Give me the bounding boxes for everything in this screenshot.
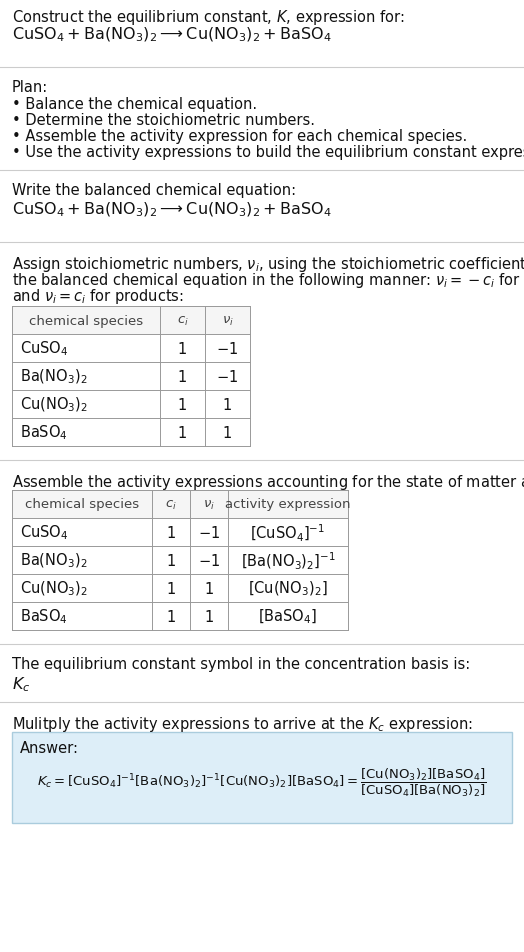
Text: and $\nu_i = c_i$ for products:: and $\nu_i = c_i$ for products: xyxy=(12,287,184,306)
Text: $c_i$: $c_i$ xyxy=(165,498,177,511)
Text: The equilibrium constant symbol in the concentration basis is:: The equilibrium constant symbol in the c… xyxy=(12,656,470,671)
Text: Write the balanced chemical equation:: Write the balanced chemical equation: xyxy=(12,183,296,198)
Text: $\mathrm{CuSO_4 + Ba(NO_3)_2 \longrightarrow Cu(NO_3)_2 + BaSO_4}$: $\mathrm{CuSO_4 + Ba(NO_3)_2 \longrighta… xyxy=(12,26,332,45)
Text: $\mathrm{CuSO_4}$: $\mathrm{CuSO_4}$ xyxy=(20,523,68,542)
Text: $\nu_i$: $\nu_i$ xyxy=(222,314,234,327)
Bar xyxy=(12,307,250,335)
Text: $-1$: $-1$ xyxy=(216,341,238,357)
Text: $[\mathrm{Cu(NO_3)_2}]$: $[\mathrm{Cu(NO_3)_2}]$ xyxy=(248,579,328,598)
Text: 1: 1 xyxy=(167,553,176,568)
Text: 1: 1 xyxy=(167,525,176,540)
Text: Answer:: Answer: xyxy=(20,741,79,755)
Text: $[\mathrm{Ba(NO_3)_2}]^{-1}$: $[\mathrm{Ba(NO_3)_2}]^{-1}$ xyxy=(241,550,335,571)
Text: • Use the activity expressions to build the equilibrium constant expression.: • Use the activity expressions to build … xyxy=(12,145,524,160)
FancyBboxPatch shape xyxy=(12,732,512,823)
Text: 1: 1 xyxy=(167,609,176,624)
Text: $-1$: $-1$ xyxy=(198,552,220,568)
Text: $-1$: $-1$ xyxy=(198,525,220,541)
Text: 1: 1 xyxy=(178,397,187,412)
Text: chemical species: chemical species xyxy=(25,498,139,511)
Text: • Determine the stoichiometric numbers.: • Determine the stoichiometric numbers. xyxy=(12,113,315,128)
Text: activity expression: activity expression xyxy=(225,498,351,511)
Text: Assemble the activity expressions accounting for the state of matter and $\nu_i$: Assemble the activity expressions accoun… xyxy=(12,472,524,491)
Text: 1: 1 xyxy=(178,425,187,440)
Text: 1: 1 xyxy=(167,581,176,596)
Text: $-1$: $-1$ xyxy=(216,368,238,385)
Text: Mulitply the activity expressions to arrive at the $K_c$ expression:: Mulitply the activity expressions to arr… xyxy=(12,714,473,733)
Text: 1: 1 xyxy=(223,397,232,412)
Text: • Balance the chemical equation.: • Balance the chemical equation. xyxy=(12,97,257,112)
Text: $\mathrm{Ba(NO_3)_2}$: $\mathrm{Ba(NO_3)_2}$ xyxy=(20,551,88,569)
Text: $c_i$: $c_i$ xyxy=(177,314,189,327)
Text: $\mathrm{CuSO_4}$: $\mathrm{CuSO_4}$ xyxy=(20,339,68,358)
Text: $[\mathrm{CuSO_4}]^{-1}$: $[\mathrm{CuSO_4}]^{-1}$ xyxy=(250,522,325,543)
Text: chemical species: chemical species xyxy=(29,314,143,327)
Text: $\mathrm{Cu(NO_3)_2}$: $\mathrm{Cu(NO_3)_2}$ xyxy=(20,579,88,598)
Text: • Assemble the activity expression for each chemical species.: • Assemble the activity expression for e… xyxy=(12,129,467,144)
Text: Assign stoichiometric numbers, $\nu_i$, using the stoichiometric coefficients, $: Assign stoichiometric numbers, $\nu_i$, … xyxy=(12,255,524,274)
Text: $\nu_i$: $\nu_i$ xyxy=(203,498,215,511)
Text: $\mathrm{Ba(NO_3)_2}$: $\mathrm{Ba(NO_3)_2}$ xyxy=(20,367,88,386)
Text: $K_c = [\mathrm{CuSO_4}]^{-1}[\mathrm{Ba(NO_3)_2}]^{-1}[\mathrm{Cu(NO_3)_2}][\ma: $K_c = [\mathrm{CuSO_4}]^{-1}[\mathrm{Ba… xyxy=(37,766,487,799)
Text: $\mathrm{Cu(NO_3)_2}$: $\mathrm{Cu(NO_3)_2}$ xyxy=(20,395,88,414)
Text: the balanced chemical equation in the following manner: $\nu_i = -c_i$ for react: the balanced chemical equation in the fo… xyxy=(12,270,524,289)
Text: Plan:: Plan: xyxy=(12,80,48,95)
Text: 1: 1 xyxy=(178,341,187,356)
Text: 1: 1 xyxy=(204,581,214,596)
Text: $K_c$: $K_c$ xyxy=(12,674,30,693)
Text: $[\mathrm{BaSO_4}]$: $[\mathrm{BaSO_4}]$ xyxy=(258,607,318,625)
Text: 1: 1 xyxy=(178,369,187,384)
Bar xyxy=(12,490,348,630)
Text: $\mathrm{BaSO_4}$: $\mathrm{BaSO_4}$ xyxy=(20,424,68,442)
Bar xyxy=(12,490,348,519)
Text: 1: 1 xyxy=(204,609,214,624)
Text: $\mathrm{CuSO_4 + Ba(NO_3)_2 \longrightarrow Cu(NO_3)_2 + BaSO_4}$: $\mathrm{CuSO_4 + Ba(NO_3)_2 \longrighta… xyxy=(12,201,332,219)
Text: Construct the equilibrium constant, $K$, expression for:: Construct the equilibrium constant, $K$,… xyxy=(12,8,405,27)
Text: $\mathrm{BaSO_4}$: $\mathrm{BaSO_4}$ xyxy=(20,607,68,625)
Bar xyxy=(12,307,250,446)
Text: 1: 1 xyxy=(223,425,232,440)
